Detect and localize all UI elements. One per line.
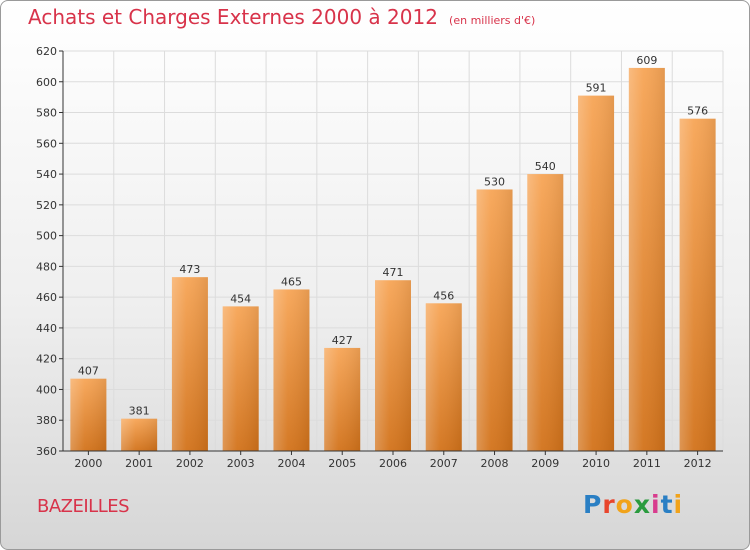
x-tick-label: 2005 [328,457,356,470]
y-tick-label: 560 [36,137,57,150]
logo-letter: i [673,490,684,519]
x-tick-label: 2001 [125,457,153,470]
logo-letter: r [602,490,616,519]
bar-value-label: 591 [586,82,607,95]
bar-shine [375,280,411,451]
bar-value-label: 540 [535,160,556,173]
x-tick-label: 2004 [277,457,305,470]
bar-shine [70,378,107,451]
y-tick-label: 460 [36,291,57,304]
bar-shine [324,347,361,451]
bar-value-label: 454 [230,292,251,305]
x-tick-label: 2003 [227,457,255,470]
y-tick-label: 380 [36,414,57,427]
y-tick-label: 520 [36,199,57,212]
axes: 360 380 400 420 440 460 480 500 520 540 560 580 600 6… [36,45,723,470]
bar-value-label: 609 [636,54,657,67]
bar-shine [222,306,259,451]
chart-title: Achats et Charges Externes 2000 à 2012 (… [28,5,535,29]
x-tick-label: 2011 [633,457,661,470]
x-tick-label: 2012 [684,457,712,470]
y-tick-label: 480 [36,260,57,273]
x-tick-label: 2002 [176,457,204,470]
bar-value-label: 381 [129,405,150,418]
proxiti-logo[interactable]: Proxiti [583,490,683,519]
bar-shine [476,189,513,451]
logo-letter: t [660,490,674,519]
bar-shine [578,95,615,451]
y-tick-label: 600 [36,76,57,89]
title-unit: (en milliers d'€) [449,14,536,27]
x-tick-label: 2000 [74,457,102,470]
bar-shine [171,277,208,451]
y-tick-label: 400 [36,383,57,396]
bar-shine [628,67,665,451]
bar-value-label: 427 [332,334,353,347]
bar-value-label: 471 [383,266,404,279]
x-tick-label: 2009 [531,457,559,470]
bar-shine [679,118,716,451]
bar-value-label: 530 [484,175,505,188]
y-tick-label: 360 [36,445,57,458]
y-tick-label: 580 [36,107,57,120]
y-tick-label: 620 [36,45,57,58]
logo-letter: P [583,490,603,519]
bar-shine [273,289,310,451]
bar-value-label: 576 [687,105,708,118]
bar-value-label: 456 [433,289,454,302]
x-tick-label: 2006 [379,457,407,470]
logo-letter: o [615,490,634,519]
y-tick-label: 540 [36,168,57,181]
bar-value-label: 465 [281,275,302,288]
title-text: Achats et Charges Externes 2000 à 2012 [28,5,438,29]
y-tick-label: 500 [36,230,57,243]
bars: 407 381 473 454 465 427 471 456 530 540 591 609 576 [70,54,716,452]
x-tick-label: 2008 [481,457,509,470]
bar-value-label: 473 [179,263,200,276]
bar-shine [425,303,462,451]
bar-value-label: 407 [78,365,99,378]
commune-name: BAZEILLES [37,496,130,517]
y-tick-label: 440 [36,322,57,335]
bar-shine [121,418,158,451]
bar-shine [527,174,564,452]
y-tick-label: 420 [36,353,57,366]
x-tick-label: 2007 [430,457,458,470]
logo-letter: i [651,490,661,519]
x-tick-label: 2010 [582,457,610,470]
logo-letter: x [633,490,651,519]
